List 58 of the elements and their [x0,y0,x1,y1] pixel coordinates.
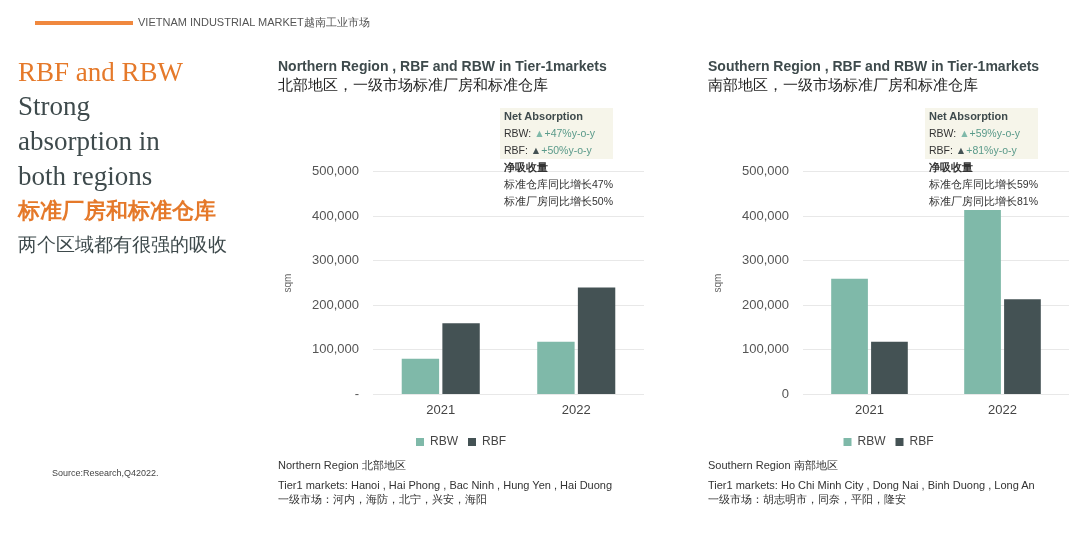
x-tick-label: 2021 [855,401,884,417]
chart-subtitle: 南部地区，一级市场标准厂房和标准仓库 [708,76,978,95]
y-tick-label: 300,000 [311,252,359,268]
text: RBW: ▲+59%y-o-y [925,125,1039,142]
bar [577,287,616,394]
text: 两个区域都有很强的吸收 [18,233,227,257]
legend-label: RBW [857,434,887,449]
y-axis-title: sqm [711,273,723,293]
chart-title: Southern Region , RBF and RBW in Tier-1markets [708,58,1040,74]
y-axis-title: sqm [281,273,293,293]
x-tick-label: 2021 [426,401,456,417]
text: RBF: ▲+50%y-o-y [500,142,614,159]
y-tick-label: 200,000 [741,296,789,312]
legend-label: RBF [482,434,506,449]
text: VIETNAM INDUSTRIAL MARKET越南工业市场 [138,15,370,30]
bar [831,278,868,394]
y-tick-label: 100,000 [741,341,789,357]
legend-label: RBW [430,434,459,449]
text: Southern Region 南部地区 [708,458,838,472]
y-tick-label: - [354,385,359,401]
bar [964,210,1001,394]
bar [401,358,440,394]
text: 一级市场：河内，海防，北宁，兴安，海阳 [278,492,487,506]
chart-subtitle: 北部地区，一级市场标准厂房和标准仓库 [278,76,548,95]
bar [537,341,575,394]
annotation: 标准厂房同比增长50% [503,194,614,209]
text: Strong absorption in both regions [18,90,161,193]
source-note: Source:Research,Q42022. [52,468,159,478]
y-tick-label: 500,000 [311,163,359,179]
annotation: 标准厂房同比增长81% [928,194,1039,209]
annotation: 净吸收量 [928,160,974,175]
text: RBF: ▲+81%y-o-y [925,142,1039,159]
y-tick-label: 100,000 [311,341,359,357]
bar [1004,299,1041,394]
text: 一级市场：胡志明市，同奈，平阳，隆安 [708,492,906,506]
text: RBF and RBW [18,56,185,89]
y-tick-label: 400,000 [311,207,359,223]
text: Net Absorption [925,108,1039,125]
y-tick-label: 200,000 [311,296,359,312]
annotation: 净吸收量 [503,160,549,175]
annotation: 标准仓库同比增长47% [503,177,614,192]
text: Tier1 markets: Hanoi , Hai Phong , Bac Ninh , Hung Yen , Hai Duong [278,478,613,492]
x-tick-label: 2022 [988,401,1017,417]
chart-title: Northern Region , RBF and RBW in Tier-1markets [278,58,607,74]
y-tick-label: 500,000 [741,163,789,179]
text: Northern Region 北部地区 [278,458,406,472]
x-tick-label: 2022 [561,401,591,417]
text: Net Absorption [500,108,614,125]
text: Tier1 markets: Ho Chi Minh City , Dong Nai , Binh Duong , Long An [708,478,1035,492]
text: RBW: ▲+47%y-o-y [500,125,614,142]
annotation: 标准仓库同比增长59% [928,177,1039,192]
bar [442,323,480,394]
y-tick-label: 300,000 [741,252,789,268]
bar [871,341,908,394]
y-tick-label: 400,000 [741,207,789,223]
legend-label: RBF [909,434,934,449]
text: 标准厂房和标准仓库 [18,197,216,225]
y-tick-label: 0 [781,385,789,401]
